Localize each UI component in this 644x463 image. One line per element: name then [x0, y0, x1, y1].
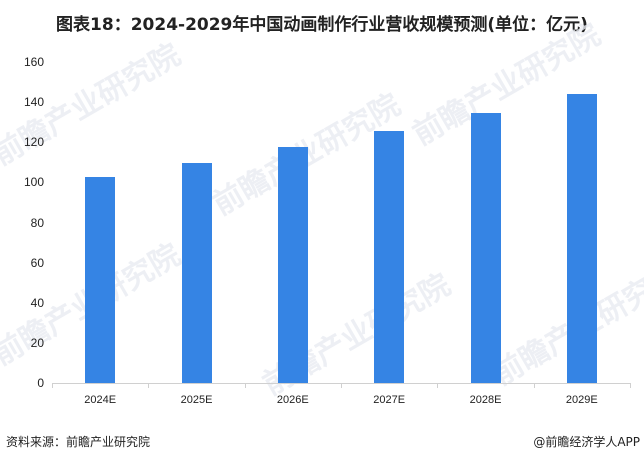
bar-2026E — [277, 147, 308, 383]
bar-2024E — [85, 177, 116, 383]
x-tick-label: 2028E — [469, 394, 502, 406]
bar-2025E — [181, 163, 212, 383]
x-tick-mark — [244, 383, 246, 388]
watermark-text: 前瞻产业研究院 — [487, 257, 644, 393]
bar-2027E — [374, 131, 405, 383]
y-tick-label: 80 — [30, 215, 44, 230]
y-tick-label: 120 — [23, 135, 44, 150]
y-tick-label: 100 — [23, 175, 44, 190]
x-tick-mark — [341, 383, 342, 388]
bar-2029E — [566, 94, 597, 383]
y-tick-label: 20 — [30, 335, 44, 350]
x-tick-mark — [52, 383, 53, 388]
y-tick-label: 160 — [23, 55, 44, 69]
x-tick-label: 2024E — [84, 394, 117, 406]
x-tick-mark — [630, 383, 631, 388]
x-tick-label: 2027E — [373, 394, 406, 406]
x-tick-label: 2029E — [565, 394, 598, 406]
brand-credit: @前瞻经济学人APP — [533, 435, 640, 449]
y-tick-label: 0 — [37, 376, 44, 390]
x-tick-mark — [533, 383, 535, 388]
chart-title: 图表18：2024-2029年中国动画制作行业营收规模预测(单位：亿元) — [56, 15, 588, 35]
y-tick-label: 140 — [23, 95, 44, 110]
y-tick-label: 60 — [30, 255, 44, 270]
x-tick-mark — [437, 383, 439, 388]
bar-2028E — [470, 113, 501, 383]
y-tick-label: 40 — [30, 295, 44, 310]
source-note: 资料来源：前瞻产业研究院 — [6, 435, 151, 449]
x-tick-mark — [148, 383, 150, 388]
x-tick-label: 2025E — [180, 394, 213, 406]
x-tick-label: 2026E — [276, 394, 309, 406]
